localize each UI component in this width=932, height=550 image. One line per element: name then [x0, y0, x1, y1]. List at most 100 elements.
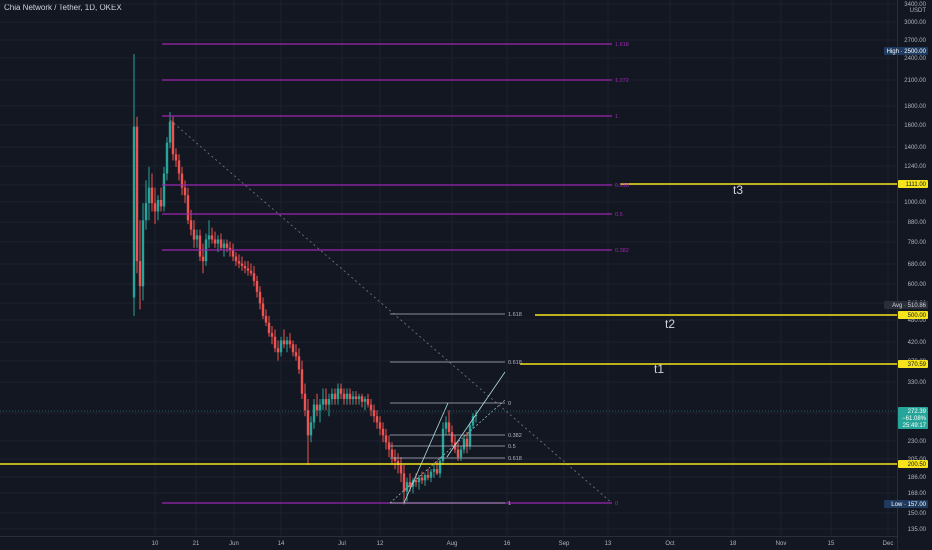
candle-body — [336, 388, 340, 400]
candle-body — [372, 410, 376, 417]
fib-level-label: 0 — [615, 501, 618, 507]
fib-level-label: 1 — [615, 114, 618, 120]
fib-ext-label: 1.618 — [508, 312, 522, 318]
candle-body — [288, 340, 292, 345]
candle-body — [408, 482, 412, 487]
candle-body — [456, 449, 460, 458]
fib-ext-label: 0.618 — [508, 456, 522, 462]
channel-line — [403, 402, 449, 504]
candle-body — [219, 239, 223, 248]
price-marker-tag — [898, 460, 928, 468]
fib-level-label: 1.272 — [615, 78, 629, 84]
candle-body — [396, 461, 400, 466]
candle-body — [300, 369, 304, 394]
channel-dashed — [389, 399, 506, 504]
price-marker-tag — [898, 414, 928, 422]
candle-body — [357, 396, 361, 400]
price-marker-label: 500.00 — [908, 313, 927, 319]
candle-body — [249, 270, 253, 274]
candle-body — [426, 475, 430, 478]
candle-body — [420, 477, 424, 481]
price-tick-label: 680.00 — [908, 262, 927, 268]
candle-body — [450, 432, 454, 443]
candlestick-series — [132, 54, 478, 505]
candle-body — [474, 415, 478, 417]
candle-body — [153, 203, 157, 212]
fib-trend-dashed — [169, 119, 613, 504]
candle-body — [264, 315, 268, 323]
candle-body — [198, 235, 202, 257]
price-tick-label: 2100.00 — [904, 78, 926, 84]
candle-body — [318, 404, 322, 411]
candle-body — [285, 340, 289, 345]
fib-level-label: 0.5 — [615, 212, 623, 218]
candle-body — [429, 471, 433, 478]
candle-body — [471, 416, 475, 426]
candle-body — [165, 142, 169, 174]
time-tick-label: Jul — [338, 541, 346, 547]
fib-ext-label: 0.5 — [508, 444, 516, 450]
candle-body — [363, 399, 367, 402]
price-tick-label: 2400.00 — [904, 56, 926, 62]
candle-body — [411, 480, 415, 487]
candle-body — [465, 438, 469, 446]
candle-body — [360, 396, 364, 402]
time-tick-label: Nov — [776, 541, 787, 547]
candle-body — [171, 121, 175, 155]
candle-body — [375, 416, 379, 423]
candle-body — [195, 235, 199, 240]
price-marker-label: 1111.00 — [906, 182, 927, 188]
price-tick-label: 2700.00 — [904, 38, 926, 44]
time-tick-label: 14 — [278, 541, 285, 547]
price-marker-label: High · 2500.00 — [887, 49, 927, 55]
fib-level-label: 0.382 — [615, 248, 629, 254]
price-tick-label: 880.00 — [908, 220, 927, 226]
candle-body — [270, 333, 274, 337]
candle-body — [267, 322, 271, 334]
candle-body — [291, 344, 295, 353]
candle-body — [162, 173, 166, 207]
candle-body — [438, 461, 442, 474]
price-tick-label: 3000.00 — [904, 20, 926, 26]
candle-body — [168, 121, 172, 143]
candle-body — [297, 356, 301, 370]
candle-body — [333, 393, 337, 400]
time-tick-label: 18 — [730, 541, 737, 547]
candle-body — [186, 195, 190, 221]
candle-body — [423, 475, 427, 481]
candle-body — [348, 393, 352, 400]
fib-level-label: 1.618 — [615, 42, 629, 48]
time-tick-label: 21 — [193, 541, 200, 547]
candle-body — [414, 480, 418, 483]
candle-body — [462, 438, 466, 450]
price-marker-label: 272.39 — [908, 409, 927, 415]
time-tick-label: Aug — [447, 541, 458, 547]
candle-body — [159, 199, 163, 207]
candle-body — [183, 187, 187, 196]
candle-body — [399, 465, 403, 474]
candle-body — [147, 187, 151, 204]
candle-body — [180, 173, 184, 188]
candle-body — [441, 428, 445, 462]
candle-body — [378, 422, 382, 429]
candle-body — [258, 291, 262, 304]
channel-line — [446, 371, 506, 458]
candle-body — [384, 435, 388, 443]
candle-body — [243, 265, 247, 269]
price-tick-label: 600.00 — [908, 282, 927, 288]
price-tick-label: 135.00 — [908, 527, 927, 533]
price-marker-label: Low · 157.00 — [891, 502, 926, 508]
time-tick-label: 10 — [152, 541, 159, 547]
candle-body — [459, 449, 463, 458]
candle-body — [330, 393, 334, 400]
price-marker-label: 370.59 — [908, 362, 927, 368]
price-marker-label: 200.50 — [908, 462, 927, 468]
candle-body — [405, 482, 409, 492]
candle-body — [345, 393, 349, 400]
candle-body — [150, 187, 154, 204]
time-tick-label: 16 — [504, 541, 511, 547]
price-axis-bg — [898, 0, 932, 550]
price-marker-tag — [884, 500, 928, 508]
candle-body — [306, 410, 310, 436]
